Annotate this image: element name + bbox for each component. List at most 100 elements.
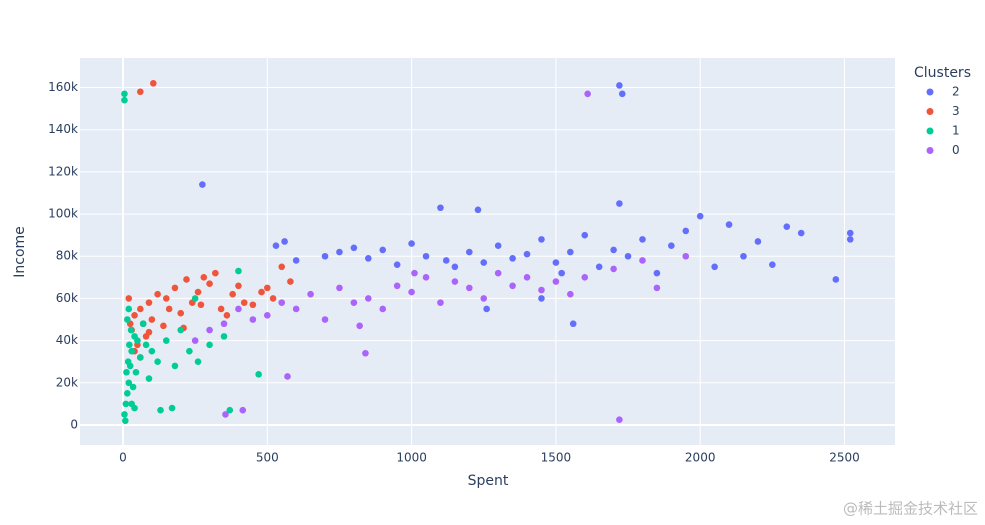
y-tick-label: 20k [56, 375, 78, 389]
point [154, 358, 161, 365]
point [157, 406, 164, 414]
watermark: @稀土掘金技术社区 [843, 500, 978, 518]
point [422, 274, 430, 281]
point [124, 390, 131, 397]
point [797, 229, 805, 237]
point [126, 362, 134, 370]
y-tick-label: 60k [56, 291, 78, 305]
point [278, 299, 286, 306]
point [183, 276, 190, 283]
point [122, 400, 130, 408]
point [356, 322, 363, 330]
point [618, 90, 626, 98]
point [292, 257, 300, 264]
point [584, 90, 591, 98]
point [769, 261, 776, 268]
y-tick-label: 40k [56, 333, 78, 347]
point [134, 337, 141, 344]
point [278, 263, 286, 271]
point [616, 82, 623, 89]
point [365, 295, 372, 302]
point [711, 263, 718, 271]
point [442, 257, 450, 264]
point [682, 252, 690, 260]
point [616, 200, 623, 207]
point [321, 252, 329, 260]
y-tick-label: 140k [48, 122, 78, 136]
point [168, 404, 176, 412]
point [480, 259, 488, 266]
x-tick-label: 500 [256, 451, 279, 465]
point [350, 244, 358, 252]
point [682, 227, 690, 235]
point [466, 248, 473, 256]
point [127, 326, 135, 334]
point [255, 371, 262, 378]
point [846, 229, 854, 237]
y-tick-label: 0 [70, 417, 78, 431]
point [123, 368, 130, 376]
point [223, 311, 231, 319]
point [249, 301, 257, 309]
point [451, 278, 459, 285]
point [379, 246, 387, 254]
plot-area [80, 58, 895, 445]
legend: 2 3 1 0 [926, 85, 960, 157]
y-axis-title: Income [12, 226, 28, 278]
point [639, 236, 646, 243]
point [126, 341, 133, 349]
point [281, 238, 288, 245]
point [362, 349, 369, 357]
point [832, 276, 840, 283]
point [379, 305, 387, 313]
point [177, 326, 185, 334]
y-tick-label: 160k [48, 80, 78, 94]
point [142, 341, 150, 349]
point [128, 347, 135, 355]
point [191, 337, 199, 344]
point [229, 290, 236, 298]
point [171, 284, 179, 292]
point [336, 248, 343, 256]
point [480, 295, 488, 302]
point [177, 309, 185, 317]
point [145, 375, 153, 382]
point [263, 284, 271, 292]
legend-marker [926, 127, 934, 135]
point [523, 250, 531, 258]
marks [121, 80, 854, 425]
legend-title: Clusters [914, 65, 971, 81]
point [145, 328, 153, 336]
point [165, 305, 173, 313]
point [206, 341, 213, 349]
point [437, 204, 444, 212]
point [696, 212, 704, 220]
point [754, 238, 762, 245]
point [162, 295, 170, 302]
point [121, 96, 128, 104]
point [125, 379, 133, 387]
point [581, 231, 589, 239]
point [258, 288, 265, 296]
point [220, 333, 228, 340]
point [292, 305, 300, 313]
point [191, 295, 199, 302]
point [171, 362, 179, 370]
point [121, 90, 128, 98]
point [393, 282, 401, 290]
point [569, 320, 577, 328]
point [121, 411, 128, 418]
point [137, 354, 144, 361]
point [226, 406, 234, 414]
point [284, 373, 291, 380]
legend-marker [926, 147, 934, 154]
legend-label: 0 [952, 143, 960, 157]
point [287, 278, 294, 285]
point [200, 274, 208, 281]
point [558, 269, 565, 277]
y-tick-label: 100k [48, 207, 78, 221]
point [321, 316, 329, 323]
point [552, 278, 560, 285]
legend-marker [926, 108, 934, 115]
